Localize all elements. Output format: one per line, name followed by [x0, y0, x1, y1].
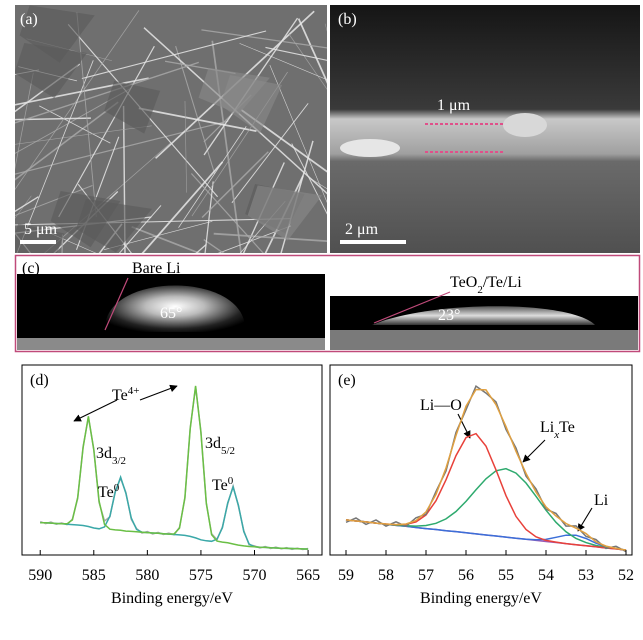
thickness-label: 1 μm — [437, 97, 471, 114]
spectrum — [346, 386, 626, 551]
x-tick-label: 58 — [378, 567, 394, 584]
texture — [503, 113, 547, 137]
annotation: LixTe — [540, 419, 575, 441]
x-tick-label: 565 — [296, 567, 320, 584]
x-tick-label: 53 — [578, 567, 594, 584]
x-tick-label: 52 — [618, 567, 634, 584]
sem-image-b — [330, 5, 640, 253]
x-tick-label: 59 — [338, 567, 354, 584]
annotation: Te4+ — [112, 385, 139, 404]
x-tick-label: 55 — [498, 567, 514, 584]
substrate — [330, 330, 638, 350]
x-axis-label: Binding energy/eV — [420, 590, 542, 607]
x-tick-label: 580 — [135, 567, 159, 584]
scale-bar — [20, 240, 56, 244]
text-part: Te — [559, 419, 575, 436]
panel-label: (e) — [338, 372, 356, 389]
arrow — [578, 508, 592, 531]
x-tick-label: 54 — [538, 567, 554, 584]
x-tick-label: 570 — [243, 567, 267, 584]
arrows — [74, 386, 592, 531]
text-part: 0 — [114, 482, 120, 494]
panel-label: (a) — [20, 11, 38, 28]
text-part: /Te/Li — [483, 274, 522, 291]
annotation: Li — [594, 492, 609, 509]
spectrum — [40, 477, 308, 549]
panel-label: (b) — [338, 11, 357, 28]
annotation: 3d5/2 — [205, 435, 235, 457]
scale-bar — [340, 240, 406, 244]
text-part: Li — [540, 419, 555, 436]
text-part: 3d — [205, 435, 221, 452]
annotation: Te0 — [212, 475, 234, 494]
panel-label: (c) — [22, 260, 40, 277]
panel-label: (d) — [30, 372, 49, 389]
x-tick-label: 575 — [189, 567, 213, 584]
x-tick-label: 57 — [418, 567, 434, 584]
texture — [340, 139, 400, 157]
scale-label: 5 μm — [24, 221, 58, 238]
text-part: Te — [212, 477, 228, 494]
text-part: Bare Li — [132, 260, 181, 277]
angle-label: 23° — [438, 307, 460, 324]
sample-label: Bare Li — [132, 260, 181, 277]
scale-label: 2 μm — [345, 221, 379, 238]
text-part: TeO — [450, 274, 477, 291]
arrow — [74, 400, 117, 421]
x-tick-label: 56 — [458, 567, 474, 584]
x-tick-label: 590 — [28, 567, 52, 584]
text-part: 4+ — [128, 385, 140, 397]
text-part: Te — [112, 387, 128, 404]
text-part: 3d — [96, 445, 112, 462]
text-part: Te — [98, 484, 114, 501]
text-part: 0 — [228, 475, 234, 487]
arrow — [140, 386, 177, 400]
annotation: Li—O — [420, 397, 462, 414]
text-part: Li—O — [420, 397, 462, 414]
x-axis-label: Binding energy/eV — [111, 590, 233, 607]
plot-frame — [22, 365, 322, 555]
x-tick-label: 585 — [82, 567, 106, 584]
plot-frame — [330, 365, 632, 555]
arrow — [523, 440, 545, 462]
angle-label: 65° — [160, 305, 182, 322]
text-part: Li — [594, 492, 609, 509]
substrate — [17, 338, 325, 350]
annotation: 3d3/2 — [96, 445, 126, 467]
annotation: Te0 — [98, 482, 120, 501]
text-part: 3/2 — [112, 455, 126, 467]
figure: (a) 5 μm (b) 1 μm 2 μm (c) Bare Li 65° T… — [0, 0, 643, 640]
text-part: 5/2 — [221, 445, 235, 457]
